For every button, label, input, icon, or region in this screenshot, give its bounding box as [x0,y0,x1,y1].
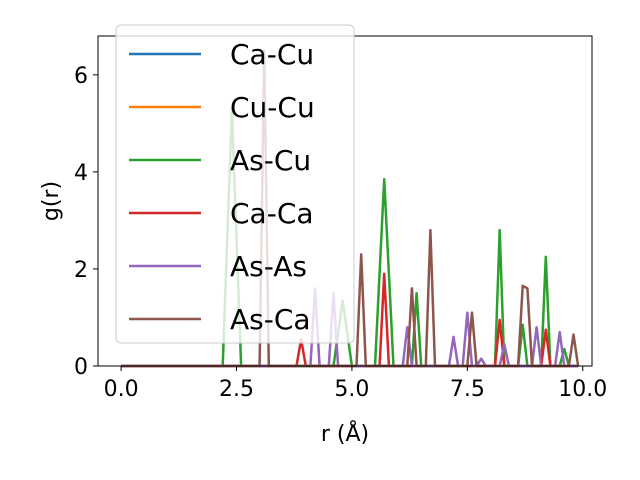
legend-label-ca-ca: Ca-Ca [230,197,314,230]
x-tick-label: 7.5 [450,377,485,402]
x-tick-label: 5.0 [334,377,369,402]
y-tick-label: 4 [74,161,88,186]
y-axis: 0 2 4 6 [74,64,98,380]
y-tick-label: 6 [74,64,88,89]
x-tick-label: 0.0 [104,377,139,402]
legend-label-as-cu: As-Cu [230,144,311,177]
x-axis-label: r (Å) [321,420,369,447]
y-axis-label: g(r) [39,181,64,221]
legend-box [115,24,355,344]
y-tick-label: 0 [74,355,88,380]
legend: Ca-Cu Cu-Cu As-Cu Ca-Ca As-As As-Ca [115,24,355,344]
x-tick-label: 2.5 [219,377,254,402]
x-tick-label: 10.0 [558,377,607,402]
x-axis: 0.0 2.5 5.0 7.5 10.0 [104,366,607,402]
y-tick-label: 2 [74,258,88,283]
legend-label-ca-cu: Ca-Cu [230,38,314,71]
legend-label-cu-cu: Cu-Cu [230,91,315,124]
legend-label-as-ca: As-Ca [230,303,311,336]
legend-label-as-as: As-As [230,250,307,283]
